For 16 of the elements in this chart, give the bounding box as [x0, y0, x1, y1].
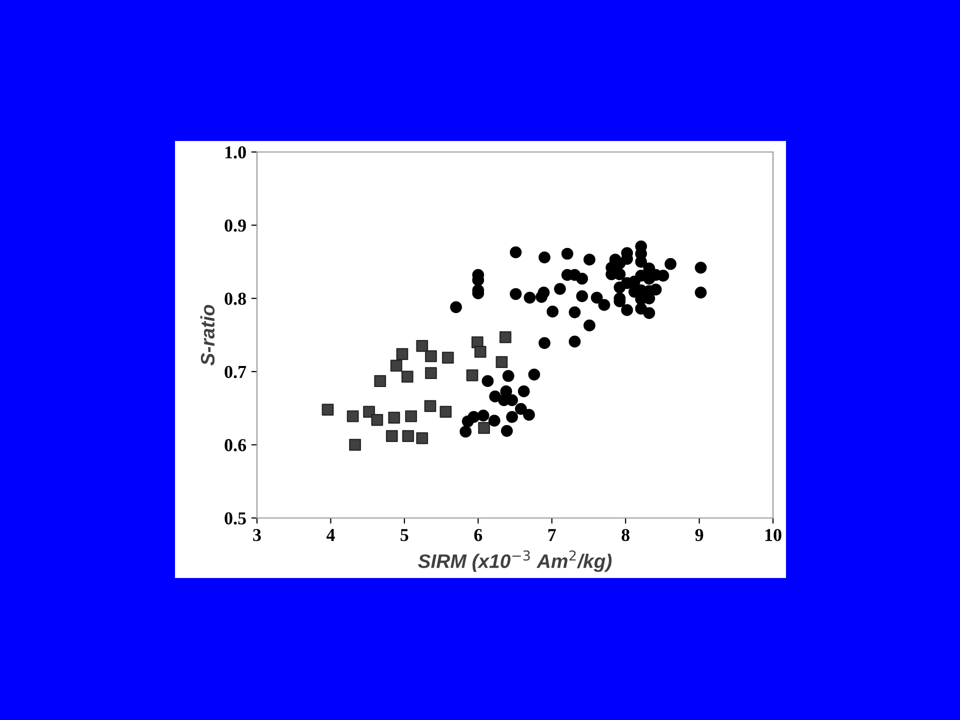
- x-tick-label: 6: [474, 528, 482, 542]
- x-tick-label: 4: [326, 529, 335, 541]
- x-tick-label: 7: [548, 529, 556, 541]
- x-tick-label: 9: [695, 528, 704, 542]
- y-tick-label: 0.5: [224, 512, 246, 525]
- y-tick-label: 0.6: [224, 439, 246, 452]
- x-tick-label: 10: [765, 528, 782, 542]
- y-tick-label: 0.9: [224, 219, 246, 232]
- x-tick-label: 5: [400, 529, 408, 542]
- x-tick-label: 8: [622, 528, 630, 542]
- y-tick-label: 0.8: [224, 292, 246, 305]
- y-axis-title: S-ratio: [200, 304, 215, 366]
- x-tick-label: 3: [253, 528, 261, 542]
- y-tick-label: 1.0: [225, 146, 246, 159]
- y-tick-label: 0.7: [224, 366, 246, 378]
- x-axis-title: SIRM (x10$^{−3}$ Am$^{2}$/kg): [418, 550, 612, 572]
